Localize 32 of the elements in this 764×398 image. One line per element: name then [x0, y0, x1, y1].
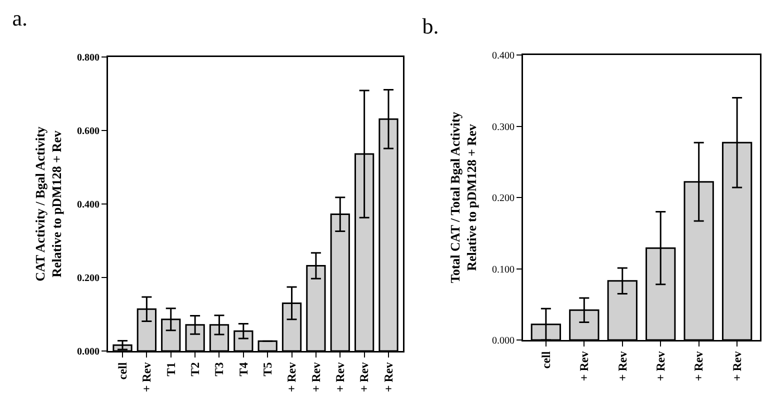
- x-tick-label: + Rev: [381, 362, 396, 392]
- x-tick-label: cell: [115, 362, 130, 380]
- y-tick-label: 0.800: [77, 52, 100, 64]
- y-tick-label: 0.000: [492, 336, 514, 346]
- chart-title: a.: [12, 6, 28, 31]
- x-tick-label: + Rev: [140, 362, 154, 392]
- x-tick-label: T2: [188, 362, 202, 376]
- x-tick-label: + Rev: [284, 362, 299, 392]
- y-tick-label: 0.100: [492, 264, 514, 276]
- x-tick-label: + Rev: [692, 351, 706, 382]
- y-axis-title: Total CAT / Total Bgal Activity Relative to pDM128 + Rev: [447, 111, 480, 284]
- x-tick-label: + Rev: [654, 351, 668, 382]
- y-tick-label: 0.400: [492, 50, 514, 62]
- y-tick-label: 0.200: [77, 273, 100, 284]
- y-tick-label: 0.000: [77, 346, 100, 358]
- chart-title: b.: [422, 14, 439, 39]
- x-tick-label: T4: [236, 362, 250, 376]
- x-tick-label: T3: [212, 362, 226, 376]
- x-tick-label: + Rev: [308, 362, 323, 392]
- x-tick-label: T1: [164, 362, 178, 376]
- x-tick-label: + Rev: [357, 362, 372, 392]
- x-tick-label: + Rev: [730, 351, 744, 382]
- x-tick-label: + Rev: [577, 351, 592, 382]
- x-tick-label: + Rev: [333, 362, 348, 392]
- y-tick-label: 0.300: [492, 122, 514, 133]
- y-tick-label: 0.200: [492, 193, 514, 204]
- y-axis-title: CAT Activity / Bgal Activity Relative to pDM128 + Rev: [32, 126, 64, 282]
- x-tick-label: T5: [260, 362, 274, 376]
- x-tick-label: cell: [538, 350, 553, 369]
- y-tick-label: 0.600: [77, 126, 100, 137]
- x-tick-label: + Rev: [615, 351, 630, 382]
- y-tick-label: 0.400: [77, 200, 100, 210]
